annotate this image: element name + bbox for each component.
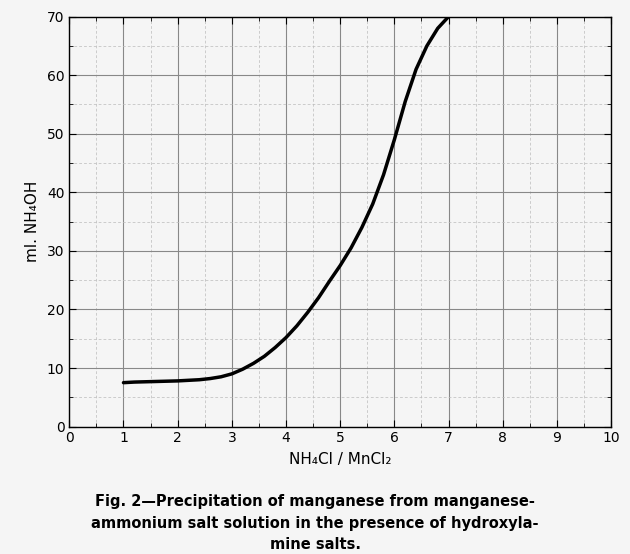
X-axis label: NH₄Cl / MnCl₂: NH₄Cl / MnCl₂ <box>289 453 391 468</box>
Text: Fig. 2—Precipitation of manganese from manganese-: Fig. 2—Precipitation of manganese from m… <box>95 494 535 509</box>
Text: mine salts.: mine salts. <box>270 536 360 552</box>
Text: ammonium salt solution in the presence of hydroxyla-: ammonium salt solution in the presence o… <box>91 516 539 531</box>
Y-axis label: ml. NH₄OH: ml. NH₄OH <box>25 181 40 262</box>
